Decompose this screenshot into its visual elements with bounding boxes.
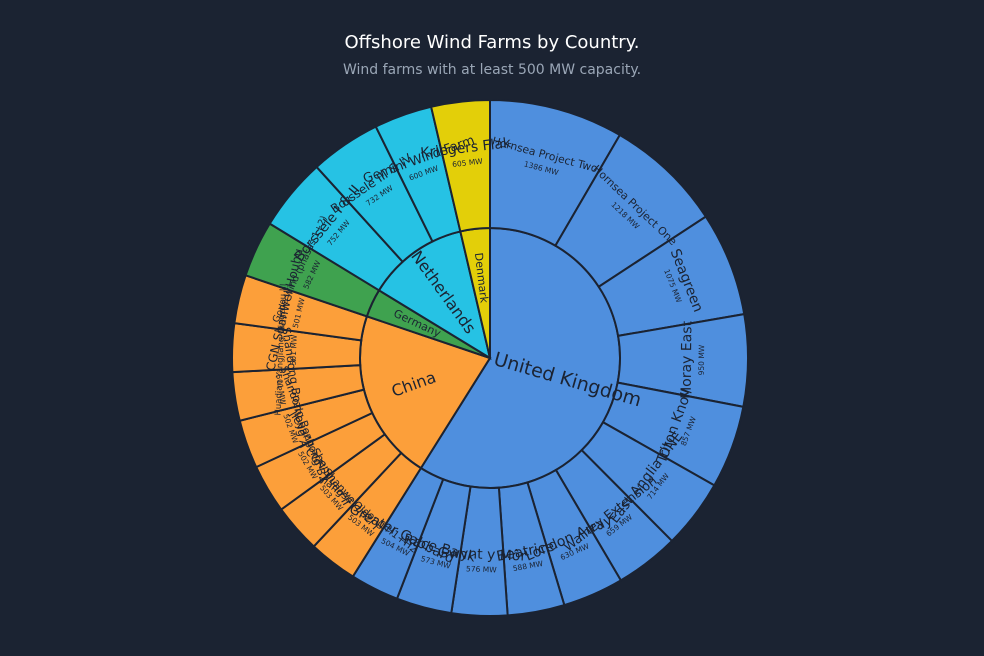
sunburst-farm-kriegers-flak[interactable] bbox=[429, 98, 491, 233]
farm-name-text: Gwynt y Môr bbox=[437, 545, 526, 565]
farm-value-text: 501 MW bbox=[289, 334, 299, 366]
farm-label-moray-east: Moray East 950 MW bbox=[679, 320, 707, 399]
farm-name-text: Moray East bbox=[679, 320, 696, 399]
chart-subtitle: Wind farms with at least 500 MW capacity… bbox=[342, 62, 642, 78]
sunburst-segments bbox=[231, 98, 749, 617]
farm-value-text: 605 MW bbox=[452, 157, 484, 170]
farm-value-text: 576 MW bbox=[466, 564, 498, 574]
farm-value-text: 950 MW bbox=[697, 344, 706, 375]
country-label-denmark: Denmark bbox=[472, 252, 491, 304]
chart-title: Offshore Wind Farms by Country. bbox=[344, 32, 640, 53]
